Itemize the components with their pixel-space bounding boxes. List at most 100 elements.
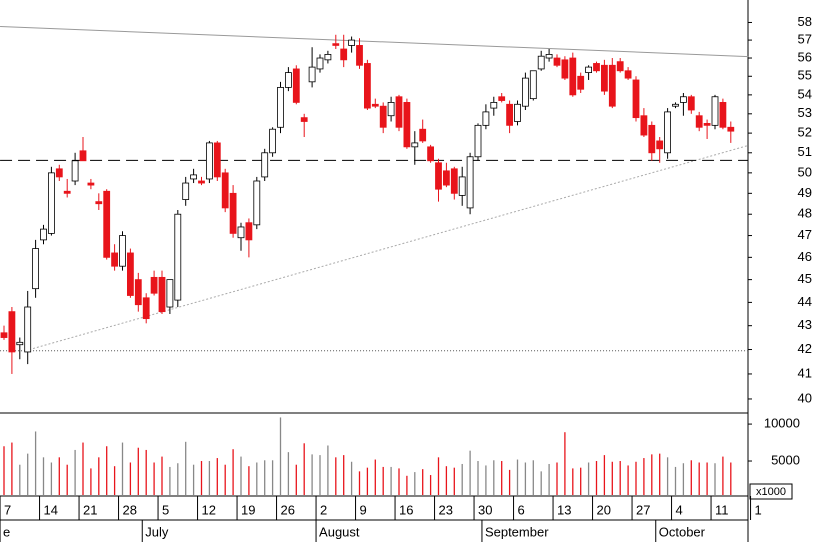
candle-body <box>545 54 553 59</box>
y-tick-label: 42 <box>798 341 812 356</box>
candle-body <box>190 174 198 180</box>
candle-body <box>601 64 608 92</box>
candle-body <box>229 192 237 234</box>
candle-body <box>119 235 126 267</box>
candle-body <box>8 311 16 353</box>
candle-body <box>648 124 656 154</box>
candle-body <box>727 126 735 132</box>
candle-body <box>277 86 284 128</box>
x-tick-label: 2 <box>320 502 327 517</box>
candle-body <box>427 146 435 162</box>
candle-body <box>363 63 371 109</box>
trendline <box>0 25 749 58</box>
candle-body <box>237 226 245 239</box>
volume-unit: x1000 <box>756 486 786 498</box>
y-tick-label: 55 <box>798 68 812 83</box>
y-tick-label: 51 <box>798 144 812 159</box>
x-tick-label: 23 <box>439 502 453 517</box>
y-tick-label: 41 <box>798 365 812 380</box>
candle-body <box>127 252 134 296</box>
candle-body <box>656 140 664 150</box>
x-tick-label: 11 <box>715 502 729 517</box>
candle-body <box>348 39 356 46</box>
candle-body <box>253 180 261 226</box>
candle-body <box>672 103 679 107</box>
candle-body <box>0 332 8 338</box>
candle-body <box>16 341 24 346</box>
x-tick-label: 20 <box>597 502 611 517</box>
candle-body <box>569 57 577 96</box>
candle-body <box>284 72 292 88</box>
candle-body <box>593 63 600 72</box>
x-tick-label: 14 <box>44 502 58 517</box>
candle-body <box>680 96 687 103</box>
candle-body <box>111 252 118 267</box>
candle-body <box>553 57 561 66</box>
candle-body <box>561 59 569 79</box>
month-label: October <box>659 524 706 539</box>
candle-body <box>332 43 340 46</box>
candle-body <box>435 162 442 190</box>
month-label: e <box>3 524 10 539</box>
candle-body <box>32 248 39 290</box>
candle-body <box>134 279 142 306</box>
candle-body <box>198 180 205 184</box>
month-label: September <box>485 524 549 539</box>
candle-body <box>514 103 521 122</box>
candle-body <box>269 128 277 154</box>
y-tick-label: 44 <box>798 294 812 309</box>
candle-body <box>529 70 537 100</box>
candle-body <box>182 182 190 200</box>
x-tick-label: 9 <box>360 502 367 517</box>
candle-body <box>245 222 253 241</box>
candle-body <box>63 190 71 194</box>
y-tick-label: 47 <box>798 227 812 242</box>
candle-body <box>95 201 103 205</box>
candle-body <box>79 150 87 162</box>
candle-body <box>466 156 474 209</box>
candle-body <box>292 68 300 103</box>
candle-body <box>324 54 332 61</box>
candle-body <box>577 75 585 90</box>
candle-body <box>640 115 648 136</box>
month-label: August <box>319 524 360 539</box>
candle-body <box>442 170 450 186</box>
candle-body <box>55 168 63 178</box>
candle-body <box>221 172 229 209</box>
y-tick-label: 56 <box>798 49 812 64</box>
unit-box <box>749 483 793 500</box>
candle-body <box>158 276 166 313</box>
x-tick-label: 27 <box>636 502 650 517</box>
y-tick-label: 48 <box>798 206 812 221</box>
month-label: July <box>145 524 169 539</box>
x-tick-label: 6 <box>518 502 525 517</box>
candle-body <box>506 103 514 126</box>
y-tick-label: 52 <box>798 125 812 140</box>
y-tick-label: 40 <box>798 390 812 405</box>
candle-body <box>395 96 403 128</box>
candle-body <box>450 168 458 194</box>
candle-body <box>48 172 55 234</box>
candle-body <box>213 142 221 178</box>
candle-body <box>719 102 727 128</box>
y-tick-label: 57 <box>798 32 812 47</box>
x-tick-label: 16 <box>399 502 413 517</box>
y-tick-label: 58 <box>798 14 812 29</box>
candle-body <box>103 190 111 258</box>
x-tick-label: 26 <box>281 502 295 517</box>
y-tick-label: 46 <box>798 249 812 264</box>
candle-body <box>490 102 498 109</box>
candle-body <box>608 64 616 107</box>
candle-body <box>585 66 592 73</box>
x-tick-label: 28 <box>123 502 137 517</box>
candle-body <box>142 297 150 320</box>
candle-body <box>703 123 711 126</box>
candle-body <box>411 142 419 148</box>
volume-tick-label: 10000 <box>764 416 800 431</box>
y-tick-label: 43 <box>798 317 812 332</box>
x-tick-label: 5 <box>162 502 169 517</box>
candle-body <box>711 96 719 126</box>
x-tick-label: 7 <box>4 502 11 517</box>
